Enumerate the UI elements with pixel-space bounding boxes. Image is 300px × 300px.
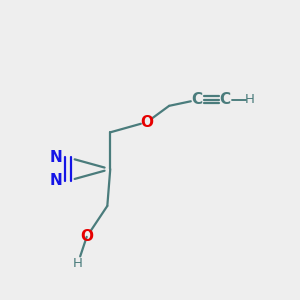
Text: O: O <box>141 115 154 130</box>
Text: N: N <box>50 173 63 188</box>
Text: H: H <box>245 93 255 106</box>
Text: H: H <box>73 257 83 270</box>
Text: O: O <box>80 230 93 244</box>
Text: C: C <box>191 92 203 107</box>
Text: N: N <box>50 150 63 165</box>
Text: C: C <box>220 92 231 107</box>
